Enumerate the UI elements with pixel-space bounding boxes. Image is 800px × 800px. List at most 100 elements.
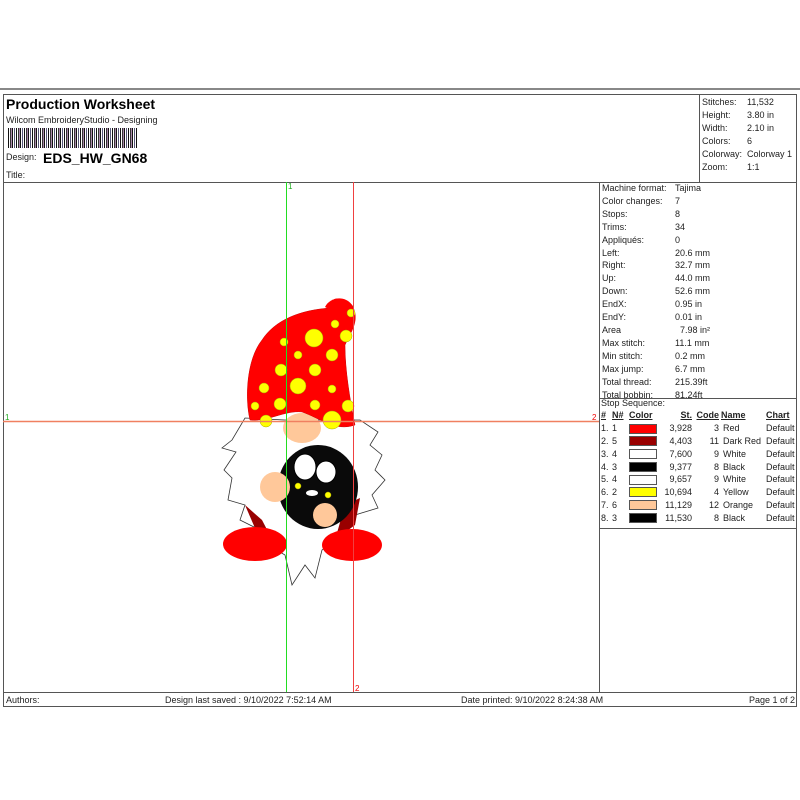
design-name: EDS_HW_GN68 <box>43 150 148 166</box>
stop-chart: Default <box>766 487 795 498</box>
stop-color-name: Dark Red <box>723 435 762 446</box>
col-n: N# <box>612 410 624 421</box>
machine-value: 44.0 mm <box>675 273 711 284</box>
col-st: St. <box>680 410 692 421</box>
machine-row: Total bobbin: 81.24ft <box>602 389 710 402</box>
stop-row: 5. 4 9,657 9 White Default <box>601 473 795 486</box>
stop-row: 2. 5 4,403 11 Dark Red Default <box>601 435 795 448</box>
stop-chart: Default <box>766 423 795 434</box>
stop-chart: Default <box>766 512 795 523</box>
machine-label: Down: <box>602 286 628 297</box>
machine-value: 11.1 mm <box>675 337 710 348</box>
machine-value: Tajima <box>675 183 702 193</box>
machine-label: Total thread: <box>602 376 652 387</box>
color-swatch <box>629 436 657 447</box>
hand-left <box>260 472 290 502</box>
stop-code: 8 <box>713 461 719 472</box>
machine-value: 0.2 mm <box>675 350 706 361</box>
footer-divider <box>3 692 797 693</box>
machine-value: 7.98 in² <box>675 324 711 335</box>
machine-label: Right: <box>602 260 626 271</box>
stop-num: 4. <box>601 461 609 472</box>
stats-divider <box>699 94 700 182</box>
machine-row: EndX: 0.95 in <box>602 298 710 311</box>
machine-label: Area <box>602 324 622 335</box>
stop-num: 3. <box>601 448 609 459</box>
stop-needle: 6 <box>612 499 618 510</box>
stat-row: Height: 3.80 in <box>702 109 775 120</box>
color-swatch <box>629 500 657 511</box>
stop-needle: 2 <box>612 487 618 498</box>
stat-row: Zoom: 1:1 <box>702 161 760 172</box>
col-chart: Chart <box>766 410 790 421</box>
skull-eye-right <box>315 460 337 484</box>
shoe-left <box>223 527 287 561</box>
machine-row: Max stitch: 11.1 mm <box>602 337 710 350</box>
stop-code: 3 <box>713 423 719 434</box>
authors-label: Authors: <box>6 695 40 705</box>
stop-num: 5. <box>601 474 609 485</box>
machine-value: 34 <box>675 221 686 232</box>
design-label: Design: <box>6 152 37 162</box>
skull-eye-left <box>293 453 317 481</box>
page-title: Production Worksheet <box>6 96 156 112</box>
stop-color-name: White <box>723 448 747 459</box>
machine-value: 215.39ft <box>675 376 708 387</box>
machine-row: Machine format: Tajima <box>602 182 710 195</box>
machine-row: Down: 52.6 mm <box>602 285 710 298</box>
machine-value: 20.6 mm <box>675 247 711 258</box>
machine-label: Machine format: <box>602 183 667 193</box>
last-saved: Design last saved : 9/10/2022 7:52:14 AM <box>165 695 332 705</box>
machine-row: Area 7.98 in² <box>602 324 710 337</box>
col-name: Name <box>721 410 746 421</box>
machine-value: 7 <box>675 195 681 206</box>
stop-chart: Default <box>766 448 795 459</box>
stop-divider <box>599 398 797 399</box>
machine-row: Left: 20.6 mm <box>602 247 710 260</box>
stop-chart: Default <box>766 474 795 485</box>
nose <box>283 413 321 443</box>
stop-code: 9 <box>713 448 719 459</box>
stop-sequence-title: Stop Sequence: <box>601 398 666 408</box>
stat-row: Width: 2.10 in <box>702 122 775 133</box>
stat-row: Colorway: Colorway 1 <box>702 148 793 159</box>
stop-num: 8. <box>601 512 609 523</box>
stop-code: 12 <box>708 499 719 510</box>
machine-label: Max stitch: <box>602 337 646 348</box>
shoe-right <box>322 529 382 561</box>
stop-chart: Default <box>766 435 795 446</box>
stop-stitches: 4,403 <box>669 435 692 446</box>
stop-color-name: White <box>723 474 747 485</box>
color-swatch <box>629 449 657 460</box>
page-number: Page 1 of 2 <box>748 695 795 705</box>
machine-label: Stops: <box>602 208 628 219</box>
machine-row: Right: 32.7 mm <box>602 259 710 272</box>
machine-row: Max jump: 6.7 mm <box>602 363 710 376</box>
stat-row: Stitches: 11,532 <box>702 97 774 107</box>
col-num: # <box>601 410 607 421</box>
stop-code: 8 <box>713 512 719 523</box>
stop-row: 3. 4 7,600 9 White Default <box>601 447 795 460</box>
machine-value: 8 <box>675 208 681 219</box>
color-swatch <box>629 423 657 434</box>
stop-stitches: 3,928 <box>669 423 692 434</box>
panel-divider <box>599 182 600 692</box>
machine-label: Appliqués: <box>602 234 645 245</box>
header-divider <box>3 182 797 183</box>
stop-num: 2. <box>601 435 609 446</box>
machine-label: Color changes: <box>602 195 663 206</box>
machine-label: Left: <box>602 247 620 258</box>
machine-row: EndY: 0.01 in <box>602 311 710 324</box>
machine-value: 0.95 in <box>675 299 703 310</box>
top-divider <box>0 88 800 90</box>
color-swatch <box>629 513 657 524</box>
machine-label: Up: <box>602 273 617 284</box>
stop-num: 1. <box>601 423 609 434</box>
machine-label: Max jump: <box>602 363 644 374</box>
stop-code: 9 <box>713 474 719 485</box>
stop-chart: Default <box>766 461 795 472</box>
stop-end-divider <box>599 528 797 529</box>
machine-label: Trims: <box>602 221 627 232</box>
stop-color-name: Black <box>723 461 746 472</box>
stop-stitches: 11,129 <box>665 499 692 510</box>
